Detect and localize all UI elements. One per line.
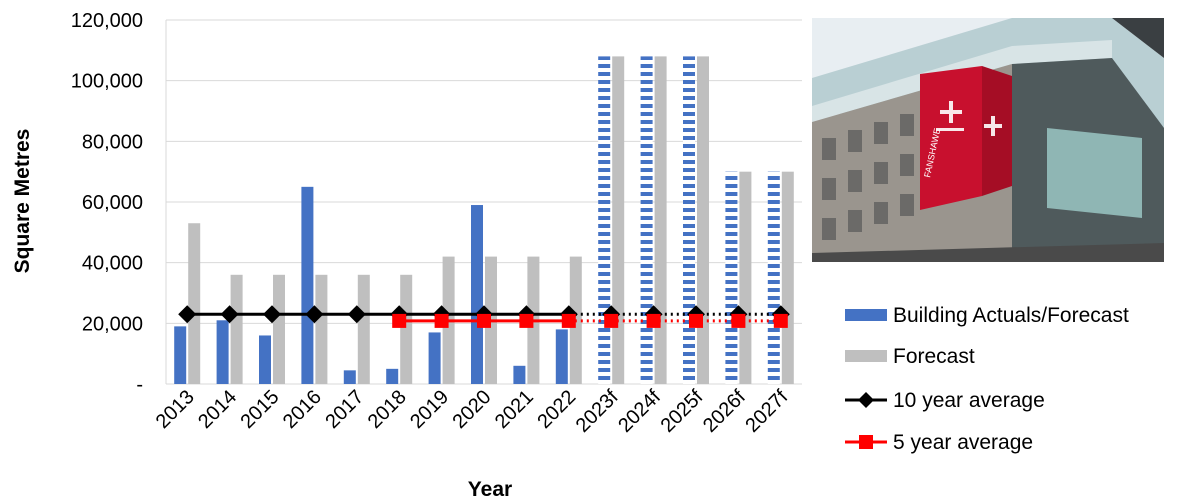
bar-forecast-2027f — [781, 171, 794, 384]
5-year-average-marker — [392, 313, 407, 328]
5-year-average-marker — [731, 313, 746, 328]
y-tick-label: 100,000 — [71, 71, 143, 93]
x-tick-label: 2020 — [449, 386, 496, 433]
bars — [174, 56, 794, 385]
x-tick-label: 2025f — [657, 386, 708, 437]
y-axis: - 20,000 40,000 60,000 80,000 100,000 120,000 — [71, 10, 143, 396]
legend-swatch-building-actuals-forecast — [845, 309, 887, 321]
x-tick-label: 2018 — [364, 386, 411, 433]
x-tick-label: 2013 — [152, 386, 199, 433]
legend-label-building-actuals-forecast: Building Actuals/Forecast — [893, 304, 1129, 327]
x-tick-label: 2023f — [572, 386, 623, 437]
x-axis-title: Year — [468, 478, 512, 501]
x-tick-label: 2027f — [741, 386, 792, 437]
bar-actual-2018 — [386, 368, 399, 384]
average-lines — [178, 305, 790, 328]
legend-marker-5-year-average — [859, 435, 873, 449]
bar-forecast-2024f — [654, 56, 667, 385]
y-tick-label: 20,000 — [82, 313, 143, 335]
5-year-average-marker — [519, 313, 534, 328]
gridlines — [165, 19, 802, 385]
x-tick-label: 2015 — [237, 386, 284, 433]
legend-label-forecast: Forecast — [893, 345, 975, 368]
fanshawe-banner — [920, 66, 982, 210]
bar-forecast-2016 — [315, 274, 328, 384]
legend-label-5-year-average: 5 year average — [893, 431, 1033, 454]
bar-forecast-2015 — [273, 274, 285, 384]
bar-actual-2014 — [216, 320, 229, 384]
y-tick-label: 80,000 — [82, 131, 143, 153]
bar-actual-2020 — [471, 205, 483, 384]
10-year-average-marker — [305, 305, 324, 324]
bar-forecast-2018 — [400, 274, 413, 384]
y-tick-label: 40,000 — [82, 253, 143, 275]
10-year-average-marker — [347, 305, 366, 324]
5-year-average-marker — [561, 313, 576, 328]
bar-actual-2013 — [174, 326, 187, 384]
y-tick-label: 60,000 — [82, 192, 143, 214]
y-axis-title: Square Metres — [11, 129, 34, 274]
building-photo: FANSHAWE — [812, 18, 1164, 262]
bar-forecast-2013 — [188, 223, 201, 384]
bar-actual-2021 — [513, 365, 526, 384]
x-tick-label: 2026f — [699, 386, 750, 437]
bar-forecast-2017 — [357, 274, 370, 384]
bar-actual-2017 — [343, 370, 356, 384]
legend-label-10-year-average: 10 year average — [893, 389, 1045, 412]
bar-forecast-2023f — [612, 56, 625, 385]
x-axis: 2013201420152016201720182019202020212022… — [152, 386, 793, 437]
y-tick-label: 120,000 — [71, 10, 143, 32]
5-year-average-marker — [646, 313, 661, 328]
bar-forecast-2025f — [697, 56, 709, 385]
5-year-average-marker — [773, 313, 788, 328]
x-tick-label: 2014 — [194, 386, 241, 433]
10-year-average-marker — [220, 305, 239, 324]
x-tick-label: 2016 — [279, 386, 326, 433]
y-tick-label: - — [136, 374, 143, 396]
legend-marker-10-year-average — [858, 392, 874, 408]
legend: Building Actuals/Forecast Forecast 10 year… — [845, 304, 1129, 454]
10-year-average-marker — [263, 305, 281, 324]
bar-actual-2027f — [767, 171, 780, 384]
5-year-average-marker — [434, 313, 449, 328]
x-tick-label: 2017 — [321, 386, 368, 433]
bar-forecast-2026f — [739, 171, 752, 384]
bar-actual-2022 — [555, 329, 568, 384]
x-tick-label: 2022 — [533, 386, 580, 433]
bar-forecast-2014 — [230, 274, 243, 384]
5-year-average-marker — [477, 313, 491, 328]
x-tick-label: 2019 — [406, 386, 453, 433]
bar-actual-2025f — [683, 56, 695, 385]
legend-swatch-forecast — [845, 350, 887, 362]
bar-actual-2015 — [259, 335, 271, 384]
x-tick-label: 2024f — [614, 386, 665, 437]
5-year-average-marker — [689, 313, 703, 328]
x-tick-label: 2021 — [491, 386, 538, 433]
bar-actual-2019 — [428, 332, 441, 384]
bar-actual-2026f — [725, 171, 738, 384]
bar-actual-2023f — [598, 56, 611, 385]
10-year-average-marker — [178, 305, 197, 324]
5-year-average-marker — [604, 313, 619, 328]
bar-actual-2016 — [301, 186, 314, 384]
bar-actual-2024f — [640, 56, 653, 385]
